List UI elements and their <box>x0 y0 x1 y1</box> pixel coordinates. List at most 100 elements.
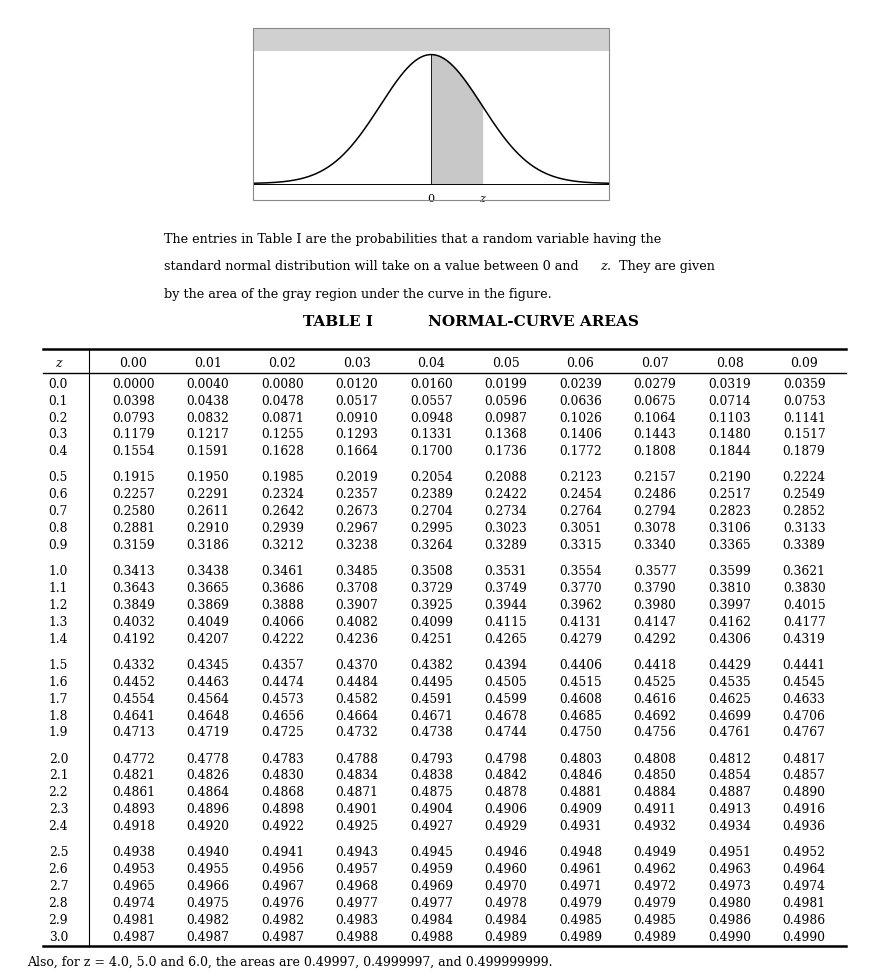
Text: 0.4803: 0.4803 <box>559 752 602 765</box>
Text: 0.3869: 0.3869 <box>187 599 229 611</box>
Text: 0.1985: 0.1985 <box>261 471 304 484</box>
Text: .  They are given: . They are given <box>607 260 715 273</box>
Text: 0.3770: 0.3770 <box>559 582 602 595</box>
Text: 0.4713: 0.4713 <box>112 726 155 738</box>
Text: 0.2389: 0.2389 <box>410 488 453 501</box>
Text: 0.3078: 0.3078 <box>634 521 677 535</box>
Text: 0.4940: 0.4940 <box>187 845 229 859</box>
Text: 0.4798: 0.4798 <box>485 752 527 765</box>
Text: 0.4968: 0.4968 <box>335 879 379 892</box>
Text: 1.2: 1.2 <box>49 599 68 611</box>
Text: 0.0359: 0.0359 <box>783 378 826 390</box>
Text: 0.2224: 0.2224 <box>782 471 826 484</box>
Text: 0.4878: 0.4878 <box>485 785 527 799</box>
Text: 0.4971: 0.4971 <box>559 879 602 892</box>
Text: 0.4974: 0.4974 <box>112 896 155 909</box>
Text: 0.3577: 0.3577 <box>634 564 677 578</box>
Text: 0.3: 0.3 <box>49 428 68 441</box>
Text: 0.3962: 0.3962 <box>559 599 602 611</box>
Text: 0.03: 0.03 <box>343 356 371 370</box>
Text: 0.4887: 0.4887 <box>709 785 751 799</box>
Text: 0.1915: 0.1915 <box>112 471 155 484</box>
Text: 0.3264: 0.3264 <box>410 539 453 552</box>
Text: 0.2422: 0.2422 <box>485 488 527 501</box>
Text: 0.1368: 0.1368 <box>485 428 527 441</box>
Bar <box>253 29 609 52</box>
Text: 0.4292: 0.4292 <box>634 632 677 645</box>
Text: 0.3554: 0.3554 <box>559 564 602 578</box>
Text: 0.3106: 0.3106 <box>709 521 751 535</box>
Text: 0.3708: 0.3708 <box>335 582 379 595</box>
Text: 0.4987: 0.4987 <box>260 930 304 943</box>
Text: 0.1591: 0.1591 <box>187 445 229 458</box>
Text: 0.4474: 0.4474 <box>260 675 304 689</box>
Text: 0.4956: 0.4956 <box>260 863 304 875</box>
Text: 0.4948: 0.4948 <box>559 845 602 859</box>
Text: 0.4936: 0.4936 <box>782 820 826 832</box>
Text: 0.4817: 0.4817 <box>782 752 826 765</box>
Text: 0.00: 0.00 <box>119 356 148 370</box>
Text: 0.4826: 0.4826 <box>187 769 229 781</box>
Text: 0.4441: 0.4441 <box>782 658 826 671</box>
Text: 0.4922: 0.4922 <box>260 820 304 832</box>
Text: 0.4772: 0.4772 <box>112 752 155 765</box>
Text: 0.4931: 0.4931 <box>559 820 602 832</box>
Text: 0.4767: 0.4767 <box>782 726 826 738</box>
Text: 0.4934: 0.4934 <box>709 820 751 832</box>
Text: 0.1026: 0.1026 <box>559 411 602 424</box>
Text: 0.4978: 0.4978 <box>485 896 527 909</box>
Text: 1.6: 1.6 <box>49 675 68 689</box>
Text: 0.4904: 0.4904 <box>410 802 453 816</box>
Text: NORMAL-CURVE AREAS: NORMAL-CURVE AREAS <box>428 315 639 329</box>
Text: 0.3315: 0.3315 <box>559 539 602 552</box>
Text: 0.0160: 0.0160 <box>410 378 453 390</box>
Text: 2.0: 2.0 <box>49 752 68 765</box>
Text: 0.4875: 0.4875 <box>410 785 453 799</box>
Text: 0.4868: 0.4868 <box>260 785 304 799</box>
Text: 0.2324: 0.2324 <box>260 488 304 501</box>
Text: 0.4989: 0.4989 <box>559 930 602 943</box>
Text: 0.4925: 0.4925 <box>335 820 379 832</box>
Text: 0.4901: 0.4901 <box>335 802 379 816</box>
Text: 0.1554: 0.1554 <box>112 445 155 458</box>
Text: 0.3830: 0.3830 <box>783 582 826 595</box>
Text: 0.4788: 0.4788 <box>335 752 379 765</box>
Text: 0.4988: 0.4988 <box>410 930 453 943</box>
Text: 0.4945: 0.4945 <box>410 845 453 859</box>
Text: 0.2486: 0.2486 <box>634 488 677 501</box>
Text: 0.4591: 0.4591 <box>410 692 453 705</box>
Text: 0.4943: 0.4943 <box>335 845 379 859</box>
Text: 2.1: 2.1 <box>49 769 68 781</box>
Text: 0.4750: 0.4750 <box>559 726 602 738</box>
Text: 0.09: 0.09 <box>790 356 818 370</box>
Text: by the area of the gray region under the curve in the figure.: by the area of the gray region under the… <box>164 288 552 300</box>
Text: 0.4625: 0.4625 <box>709 692 751 705</box>
Text: 0.4744: 0.4744 <box>485 726 527 738</box>
Text: 0.1064: 0.1064 <box>634 411 677 424</box>
Text: 0.1700: 0.1700 <box>410 445 453 458</box>
Text: 0.4345: 0.4345 <box>187 658 229 671</box>
Text: 0.1217: 0.1217 <box>187 428 229 441</box>
Text: 0.4985: 0.4985 <box>634 912 677 926</box>
Text: 0.1103: 0.1103 <box>709 411 751 424</box>
Text: 0.3643: 0.3643 <box>112 582 155 595</box>
Text: 0.4857: 0.4857 <box>782 769 826 781</box>
Text: 0.4515: 0.4515 <box>559 675 602 689</box>
Text: 0.4987: 0.4987 <box>187 930 229 943</box>
Text: 0.4850: 0.4850 <box>634 769 677 781</box>
Text: 0.4783: 0.4783 <box>261 752 304 765</box>
Text: 0.4: 0.4 <box>49 445 68 458</box>
Text: 0.4756: 0.4756 <box>634 726 677 738</box>
Text: 0.3365: 0.3365 <box>709 539 751 552</box>
Text: 2.2: 2.2 <box>49 785 68 799</box>
Text: 0.0636: 0.0636 <box>559 394 602 407</box>
Text: 0.3997: 0.3997 <box>709 599 751 611</box>
Text: 0.3159: 0.3159 <box>112 539 155 552</box>
Text: 0.4115: 0.4115 <box>485 615 527 628</box>
Text: 0.4952: 0.4952 <box>782 845 826 859</box>
Text: 0.4986: 0.4986 <box>708 912 751 926</box>
Text: 0.0398: 0.0398 <box>112 394 155 407</box>
Text: 0.0120: 0.0120 <box>335 378 379 390</box>
Text: 2.6: 2.6 <box>49 863 68 875</box>
Text: 0.0793: 0.0793 <box>112 411 155 424</box>
